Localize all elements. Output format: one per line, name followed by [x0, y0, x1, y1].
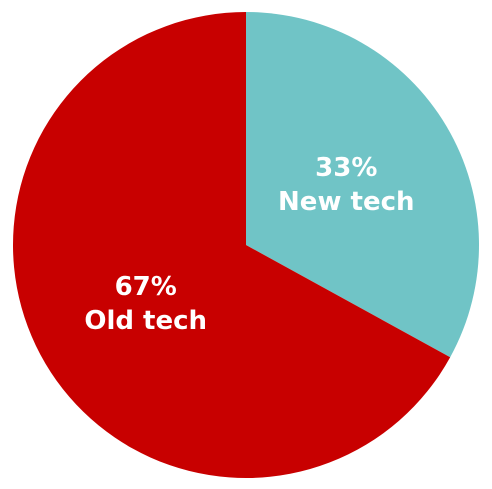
category-label: New tech [278, 187, 414, 217]
pie-slice [246, 12, 479, 358]
pie-slice [13, 12, 451, 478]
value-label: 67% [115, 272, 177, 302]
value-label: 33% [315, 153, 377, 183]
category-label: Old tech [84, 306, 207, 336]
